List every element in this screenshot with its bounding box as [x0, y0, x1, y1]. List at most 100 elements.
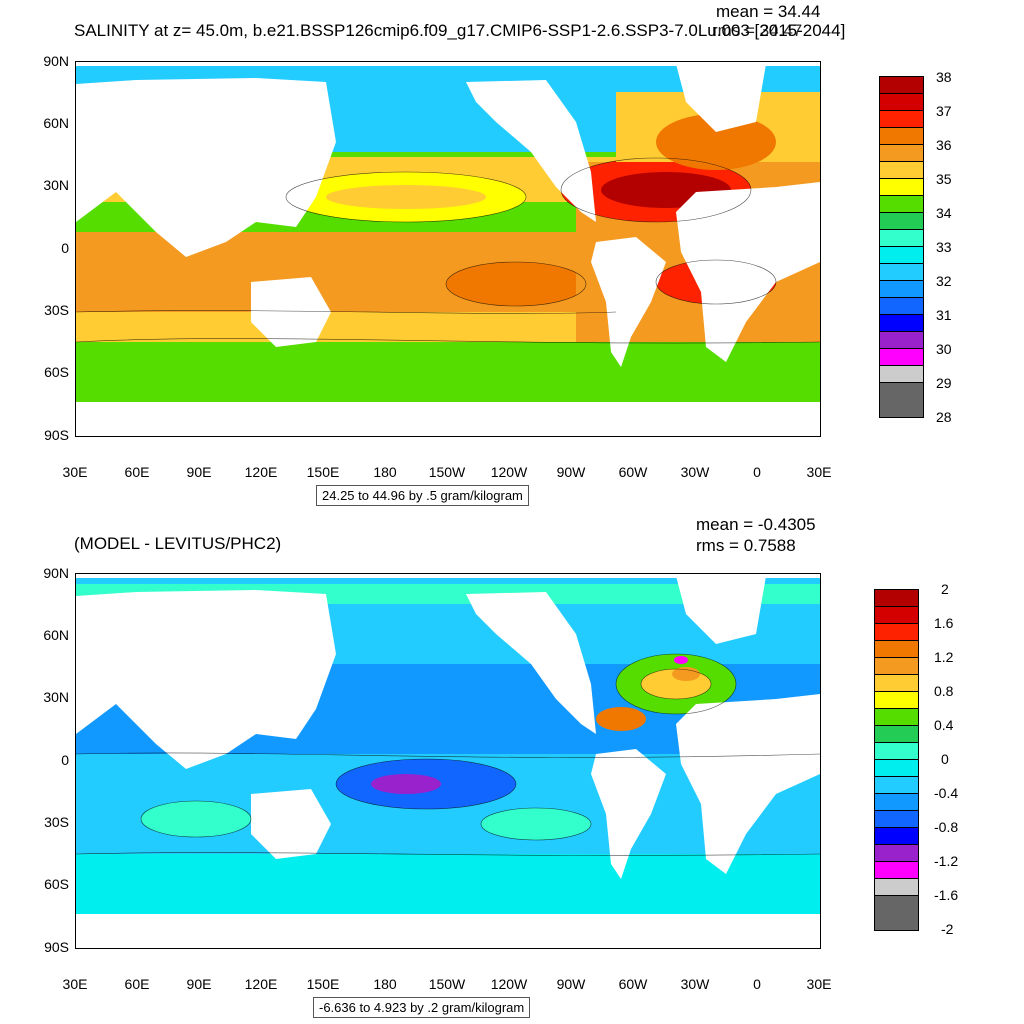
colorbar-label: 31 [936, 307, 952, 323]
lon-label: 60W [618, 464, 648, 480]
rms-label: rms = 34.47 [712, 21, 803, 40]
colorbar-label: 36 [936, 137, 952, 153]
colorbar-label: 0.4 [934, 717, 954, 733]
lon-label: 30E [806, 464, 832, 480]
colorbar-swatch [874, 793, 919, 811]
colorbar-swatch [874, 589, 919, 607]
lon-label: 30E [62, 976, 88, 992]
colorbar-swatch [879, 144, 924, 162]
colorbar-swatch [874, 725, 919, 743]
lat-label: 30N [43, 177, 69, 193]
lon-label: 120W [490, 464, 528, 480]
lon-label: 60W [618, 976, 648, 992]
colorbar-label: -0.4 [934, 785, 959, 801]
colorbar-label: 2 [941, 581, 949, 597]
lat-label: 0 [61, 752, 69, 768]
lon-label: 150E [306, 464, 340, 480]
colorbar-swatch [874, 708, 919, 726]
lat-label: 90N [43, 565, 69, 581]
colorbar-swatch [874, 895, 919, 931]
colorbar-label: 34 [936, 205, 952, 221]
colorbar-swatch [879, 178, 924, 196]
difference-panel: mean = -0.4305 rms = 0.7588 (MODEL - LEV… [0, 512, 1024, 1024]
colorbar-swatch [874, 623, 919, 641]
lon-label: 150W [428, 464, 466, 480]
colorbar-label: 1.6 [934, 615, 954, 631]
colorbar-swatch [874, 606, 919, 624]
lon-label: 0 [753, 976, 761, 992]
colorbar-swatch [879, 331, 924, 349]
colorbar-swatch [879, 110, 924, 128]
colorbar-swatch [874, 674, 919, 692]
lon-label: 30E [806, 976, 832, 992]
colorbar-swatch [879, 246, 924, 264]
lat-label: 90S [44, 427, 69, 443]
colorbar-label: 32 [936, 273, 952, 289]
lat-label: 30S [44, 814, 69, 830]
colorbar-swatch [874, 878, 919, 896]
lon-label: 180 [373, 976, 397, 992]
colorbar-label: 30 [936, 341, 952, 357]
colorbar-label: -1.6 [934, 887, 959, 903]
lon-label: 30E [62, 464, 88, 480]
lon-label: 150W [428, 976, 466, 992]
colorbar-swatch [879, 195, 924, 213]
panel-title: SALINITY at z= 45.0m, b.e21.BSSP126cmip6… [74, 21, 846, 40]
colorbar-swatch [879, 280, 924, 298]
colorbar-swatch [879, 348, 924, 366]
lon-label: 150E [306, 976, 340, 992]
lon-label: 30W [680, 976, 710, 992]
lon-label: 90W [556, 464, 586, 480]
lon-label: 60E [124, 976, 150, 992]
salinity-panel: mean = 34.44 SALINITY at z= 45.0m, b.e21… [43, 2, 979, 506]
contour-range-label: 24.25 to 44.96 by .5 gram/kilogram [316, 485, 529, 506]
colorbar-swatch [879, 76, 924, 94]
colorbar-label: 38 [936, 69, 952, 85]
lat-label: 30N [43, 689, 69, 705]
lon-label: 60E [124, 464, 150, 480]
colorbar-swatch [874, 691, 919, 709]
colorbar-label: 0.8 [934, 683, 954, 699]
colorbar-label: 35 [936, 171, 952, 187]
lat-label: 60N [43, 115, 69, 131]
lat-label: 0 [61, 240, 69, 256]
lon-label: 180 [373, 464, 397, 480]
lon-label: 90E [186, 976, 212, 992]
lon-label: 30W [680, 464, 710, 480]
rms-label: rms = 0.7588 [696, 536, 796, 555]
colorbar-swatch [879, 382, 924, 418]
lon-label: 0 [753, 464, 761, 480]
lat-label: 60S [44, 364, 69, 380]
colorbar-swatch [879, 212, 924, 230]
colorbar-swatch [879, 365, 924, 383]
colorbar-label: -2 [941, 921, 954, 937]
lat-label: 60S [44, 876, 69, 892]
contour-range-label: -6.636 to 4.923 by .2 gram/kilogram [313, 997, 531, 1018]
colorbar-swatch [879, 263, 924, 281]
lon-label: 120E [244, 976, 278, 992]
lat-label: 90S [44, 939, 69, 955]
colorbar-label: 1.2 [934, 649, 954, 665]
mean-label: mean = -0.4305 [696, 515, 816, 534]
colorbar-swatch [879, 229, 924, 247]
colorbar-swatch [879, 161, 924, 179]
lat-label: 60N [43, 627, 69, 643]
colorbar-swatch [874, 827, 919, 845]
colorbar-swatch [874, 810, 919, 828]
colorbar-label: 0 [941, 751, 949, 767]
colorbar [879, 76, 979, 421]
lat-label: 90N [43, 53, 69, 69]
colorbar-swatch [879, 127, 924, 145]
colorbar-swatch [874, 657, 919, 675]
lon-label: 120E [244, 464, 278, 480]
lon-label: 120W [490, 976, 528, 992]
colorbar-swatch [874, 640, 919, 658]
difference-map [75, 573, 821, 949]
colorbar [874, 589, 974, 934]
colorbar-label: -1.2 [934, 853, 959, 869]
colorbar-swatch [874, 844, 919, 862]
colorbar-label: -0.8 [934, 819, 959, 835]
colorbar-swatch [874, 861, 919, 879]
mean-label: mean = 34.44 [716, 2, 821, 21]
colorbar-swatch [874, 759, 919, 777]
